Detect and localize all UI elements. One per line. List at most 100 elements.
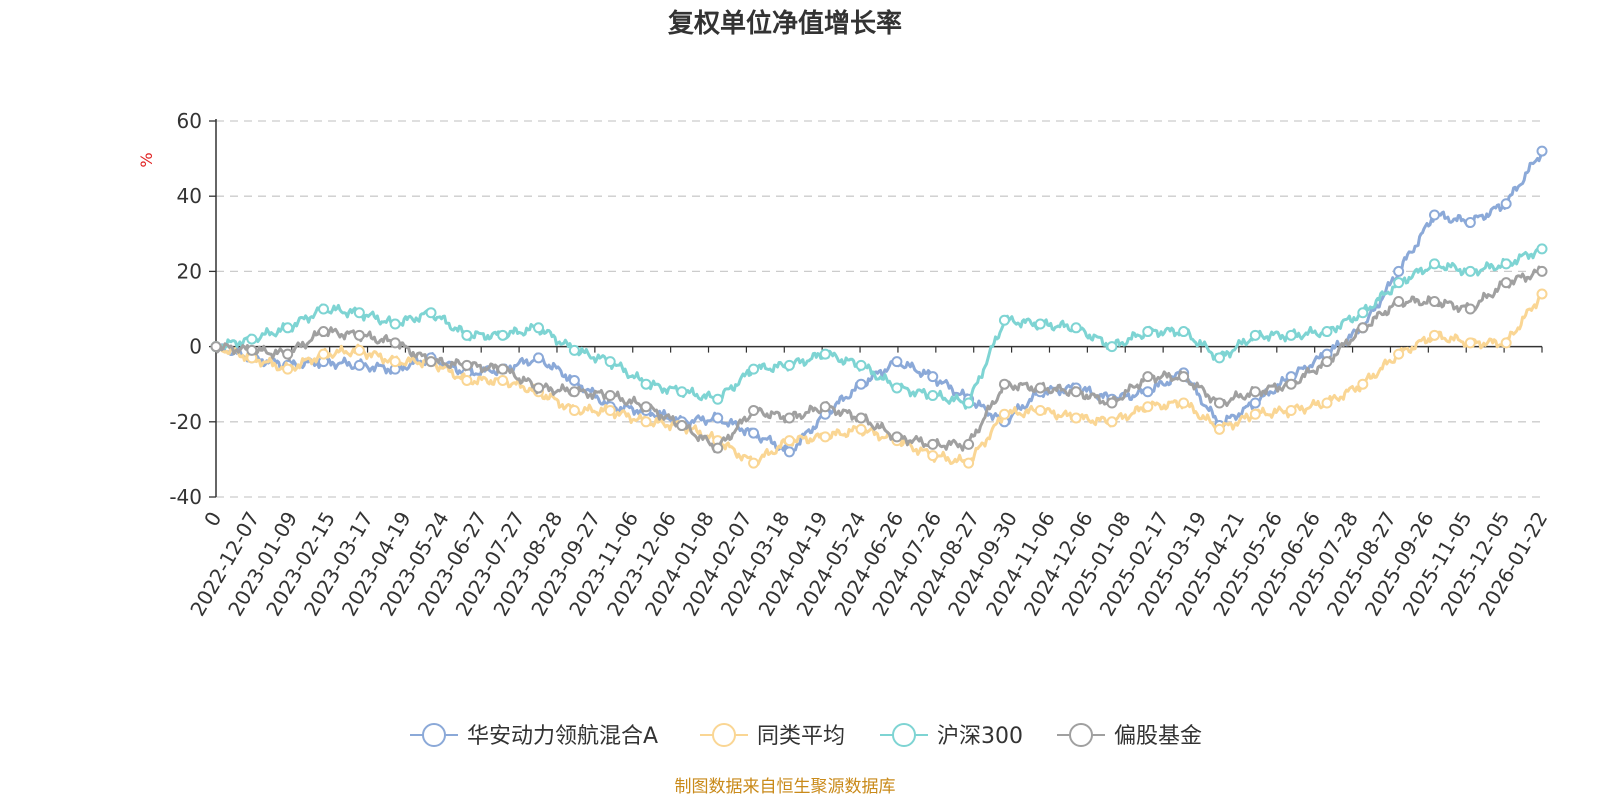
series-point-3 <box>783 412 795 424</box>
series-point-2 <box>819 348 831 360</box>
series-point-1 <box>1106 416 1118 428</box>
series-point-1 <box>1034 405 1046 417</box>
series-point-2 <box>891 382 903 394</box>
series-point-2 <box>246 333 258 345</box>
series-point-2 <box>1213 352 1225 364</box>
series-layer <box>210 145 1548 469</box>
series-point-1 <box>819 431 831 443</box>
series-point-2 <box>640 378 652 390</box>
series-point-1 <box>1142 401 1154 413</box>
series-point-1 <box>1321 397 1333 409</box>
series-point-2 <box>676 386 688 398</box>
series-point-3 <box>246 344 258 356</box>
series-point-1 <box>1249 408 1261 420</box>
series-point-3 <box>1464 303 1476 315</box>
series-point-3 <box>1321 356 1333 368</box>
series-point-1 <box>1285 405 1297 417</box>
series-point-3 <box>927 438 939 450</box>
series-point-0 <box>1428 209 1440 221</box>
y-tick-label: 60 <box>177 109 202 133</box>
series-point-2 <box>1393 277 1405 289</box>
x-tick-label: 0 <box>199 508 226 531</box>
series-point-2 <box>1285 329 1297 341</box>
series-point-3 <box>1500 277 1512 289</box>
series-point-2 <box>783 359 795 371</box>
series-point-0 <box>1464 217 1476 229</box>
series-point-3 <box>461 359 473 371</box>
series-point-0 <box>712 412 724 424</box>
series-point-1 <box>353 344 365 356</box>
series-point-3 <box>676 420 688 432</box>
series-point-0 <box>1142 386 1154 398</box>
series-point-3 <box>353 329 365 341</box>
series-line-1 <box>214 292 1544 467</box>
series-point-0 <box>1500 198 1512 210</box>
series-point-0 <box>1393 265 1405 277</box>
legend-swatch-marker <box>712 723 736 747</box>
series-point-2 <box>927 389 939 401</box>
series-point-2 <box>1106 341 1118 353</box>
series-point-0 <box>533 352 545 364</box>
series-point-3 <box>1393 295 1405 307</box>
series-point-3 <box>1213 397 1225 409</box>
series-point-1 <box>783 435 795 447</box>
source-note: 制图数据来自恒生聚源数据库 <box>675 777 896 797</box>
series-point-3 <box>855 412 867 424</box>
y-tick-label: 0 <box>189 335 202 359</box>
series-point-2 <box>1500 258 1512 270</box>
legend-item-1[interactable]: 同类平均 <box>700 723 845 749</box>
series-point-2 <box>1321 326 1333 338</box>
y-tick-label: -40 <box>169 485 202 509</box>
series-point-2 <box>998 314 1010 326</box>
legend-item-3[interactable]: 偏股基金 <box>1057 723 1202 749</box>
y-axis-unit: % <box>137 152 156 167</box>
series-point-3 <box>1428 295 1440 307</box>
series-point-3 <box>318 326 330 338</box>
series-point-1 <box>604 405 616 417</box>
series-point-2 <box>1357 307 1369 319</box>
series-point-3 <box>1249 386 1261 398</box>
series-point-2 <box>1034 318 1046 330</box>
series-line-3 <box>214 265 1544 454</box>
legend-swatch-marker <box>1069 723 1093 747</box>
series-point-1 <box>1357 378 1369 390</box>
legend-item-2[interactable]: 沪深300 <box>880 723 1023 749</box>
series-point-2 <box>748 363 760 375</box>
series-point-2 <box>1536 243 1548 255</box>
series-point-1 <box>1178 397 1190 409</box>
series-point-1 <box>927 450 939 462</box>
series-point-3 <box>748 405 760 417</box>
series-point-1 <box>1500 337 1512 349</box>
series-point-2 <box>1428 258 1440 270</box>
series-point-3 <box>819 401 831 413</box>
series-point-1 <box>640 416 652 428</box>
legend-swatch-marker <box>422 723 446 747</box>
series-point-0 <box>891 356 903 368</box>
series-point-3 <box>533 382 545 394</box>
series-point-3 <box>389 337 401 349</box>
y-tick-label: 40 <box>177 184 202 208</box>
series-point-1 <box>1070 412 1082 424</box>
series-point-3 <box>568 386 580 398</box>
series-point-3 <box>1034 382 1046 394</box>
series-point-2 <box>282 322 294 334</box>
series-point-1 <box>497 374 509 386</box>
series-point-1 <box>389 356 401 368</box>
series-point-3 <box>1070 386 1082 398</box>
series-point-3 <box>282 348 294 360</box>
series-point-3 <box>640 401 652 413</box>
series-point-1 <box>855 423 867 435</box>
series-point-3 <box>1178 371 1190 383</box>
series-point-0 <box>927 371 939 383</box>
series-point-0 <box>568 374 580 386</box>
y-tick-label: 20 <box>177 259 202 283</box>
legend: 华安动力领航混合A 同类平均 沪深300 偏股基金 <box>410 723 1202 749</box>
series-point-2 <box>712 393 724 405</box>
chart-title: 复权单位净值增长率 <box>668 8 902 39</box>
series-point-0 <box>1249 397 1261 409</box>
series-point-2 <box>855 359 867 371</box>
series-point-2 <box>963 397 975 409</box>
series-point-2 <box>533 322 545 334</box>
legend-item-0[interactable]: 华安动力领航混合A <box>410 723 658 749</box>
series-point-0 <box>1536 145 1548 157</box>
